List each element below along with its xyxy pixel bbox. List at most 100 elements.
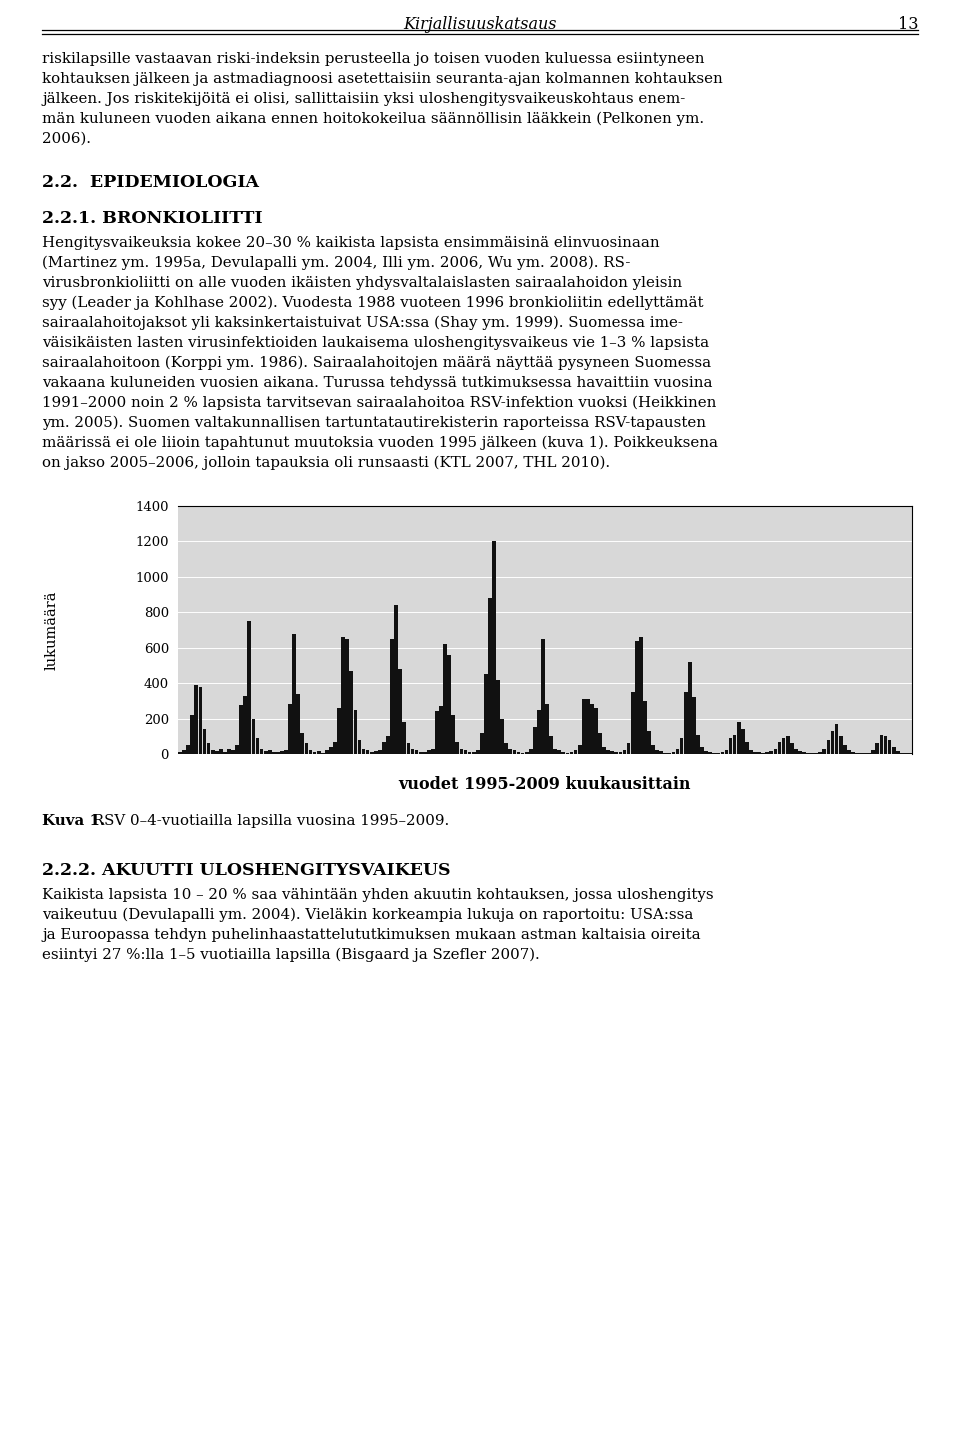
Bar	[656, 750, 659, 755]
Bar	[186, 744, 190, 755]
Bar	[688, 662, 691, 755]
Bar	[729, 739, 732, 755]
Text: 2.2.1. BRONKIOLIITTI: 2.2.1. BRONKIOLIITTI	[42, 209, 262, 227]
Bar	[357, 740, 361, 755]
Bar	[460, 749, 464, 755]
Text: jälkeen. Jos riskitekijöitä ei olisi, sallittaisiin yksi uloshengitysvaikeuskoht: jälkeen. Jos riskitekijöitä ei olisi, sa…	[42, 92, 685, 106]
Bar	[471, 752, 475, 755]
Bar	[794, 749, 798, 755]
Bar	[252, 718, 255, 755]
Bar	[537, 710, 540, 755]
Bar	[847, 750, 851, 755]
Bar	[672, 752, 675, 755]
Bar	[395, 605, 398, 755]
Bar	[422, 752, 426, 755]
Bar	[337, 708, 341, 755]
Bar	[297, 694, 300, 755]
Bar	[362, 749, 366, 755]
Bar	[223, 752, 227, 755]
Bar	[749, 750, 753, 755]
Bar	[660, 752, 663, 755]
Bar	[602, 747, 606, 755]
Bar	[255, 739, 259, 755]
Bar	[447, 654, 451, 755]
Bar	[476, 750, 480, 755]
Bar	[313, 752, 317, 755]
Text: Kaikista lapsista 10 – 20 % saa vähintään yhden akuutin kohtauksen, jossa uloshe: Kaikista lapsista 10 – 20 % saa vähintää…	[42, 888, 713, 901]
Text: kohtauksen jälkeen ja astmadiagnoosi asetettaisiin seuranta-ajan kolmannen kohta: kohtauksen jälkeen ja astmadiagnoosi ase…	[42, 73, 723, 86]
Bar	[378, 750, 382, 755]
Bar	[696, 734, 700, 755]
Text: ja Euroopassa tehdyn puhelinhaastattelututkimuksen mukaan astman kaltaisia oirei: ja Euroopassa tehdyn puhelinhaastattelut…	[42, 928, 701, 942]
Bar	[754, 752, 756, 755]
Bar	[341, 637, 345, 755]
Bar	[818, 752, 822, 755]
Bar	[843, 744, 847, 755]
Bar	[627, 743, 631, 755]
Bar	[264, 752, 268, 755]
Bar	[370, 752, 373, 755]
Bar	[195, 685, 198, 755]
Bar	[500, 718, 504, 755]
Bar	[741, 730, 745, 755]
Bar	[553, 749, 557, 755]
Bar	[464, 750, 468, 755]
Bar	[415, 750, 419, 755]
Bar	[623, 750, 626, 755]
Bar	[586, 699, 589, 755]
Bar	[406, 743, 410, 755]
Bar	[774, 749, 778, 755]
Bar	[280, 752, 284, 755]
Bar	[708, 752, 712, 755]
Bar	[598, 733, 602, 755]
Bar	[353, 710, 357, 755]
Bar	[492, 541, 496, 755]
Bar	[488, 598, 492, 755]
Bar	[346, 638, 349, 755]
Bar	[823, 749, 827, 755]
Bar	[888, 740, 892, 755]
Text: riskilapsille vastaavan riski-indeksin perusteella jo toisen vuoden kuluessa esi: riskilapsille vastaavan riski-indeksin p…	[42, 52, 705, 65]
Text: vakaana kuluneiden vuosien aikana. Turussa tehdyssä tutkimuksessa havaittiin vuo: vakaana kuluneiden vuosien aikana. Turus…	[42, 377, 712, 390]
Bar	[757, 752, 761, 755]
Text: 2.2.  EPIDEMIOLOGIA: 2.2. EPIDEMIOLOGIA	[42, 174, 259, 190]
Bar	[444, 644, 447, 755]
Bar	[879, 734, 883, 755]
Text: (Martinez ym. 1995a, Devulapalli ym. 2004, Illi ym. 2006, Wu ym. 2008). RS-: (Martinez ym. 1995a, Devulapalli ym. 200…	[42, 256, 631, 270]
Bar	[199, 686, 203, 755]
Bar	[765, 752, 769, 755]
Bar	[785, 736, 789, 755]
Bar	[276, 752, 279, 755]
Bar	[516, 752, 520, 755]
Bar	[705, 752, 708, 755]
Bar	[896, 752, 900, 755]
Bar	[231, 750, 235, 755]
Bar	[435, 711, 439, 755]
Text: väisikäisten lasten virusinfektioiden laukaisema uloshengitysvaikeus vie 1–3 % l: väisikäisten lasten virusinfektioiden la…	[42, 336, 709, 350]
Bar	[272, 752, 276, 755]
Bar	[402, 723, 406, 755]
Bar	[830, 731, 834, 755]
Bar	[419, 752, 422, 755]
Text: 2006).: 2006).	[42, 132, 91, 145]
Bar	[179, 752, 181, 755]
Bar	[770, 752, 773, 755]
Bar	[439, 707, 443, 755]
Text: vaikeutuu (Devulapalli ym. 2004). Vieläkin korkeampia lukuja on raportoitu: USA:: vaikeutuu (Devulapalli ym. 2004). Vieläk…	[42, 907, 693, 922]
Bar	[268, 750, 272, 755]
Bar	[182, 750, 186, 755]
Bar	[643, 701, 647, 755]
Bar	[839, 736, 843, 755]
Bar	[484, 675, 488, 755]
Text: lukumäärä: lukumäärä	[45, 590, 59, 670]
Bar	[309, 750, 312, 755]
Text: 1991–2000 noin 2 % lapsista tarvitsevan sairaalahoitoa RSV-infektion vuoksi (Hei: 1991–2000 noin 2 % lapsista tarvitsevan …	[42, 395, 716, 410]
Bar	[541, 638, 545, 755]
Bar	[892, 747, 896, 755]
Bar	[190, 715, 194, 755]
Bar	[325, 750, 328, 755]
Bar	[455, 742, 459, 755]
Bar	[349, 670, 353, 755]
Text: on jakso 2005–2006, jolloin tapauksia oli runsaasti (KTL 2007, THL 2010).: on jakso 2005–2006, jolloin tapauksia ol…	[42, 457, 611, 471]
Bar	[333, 742, 337, 755]
